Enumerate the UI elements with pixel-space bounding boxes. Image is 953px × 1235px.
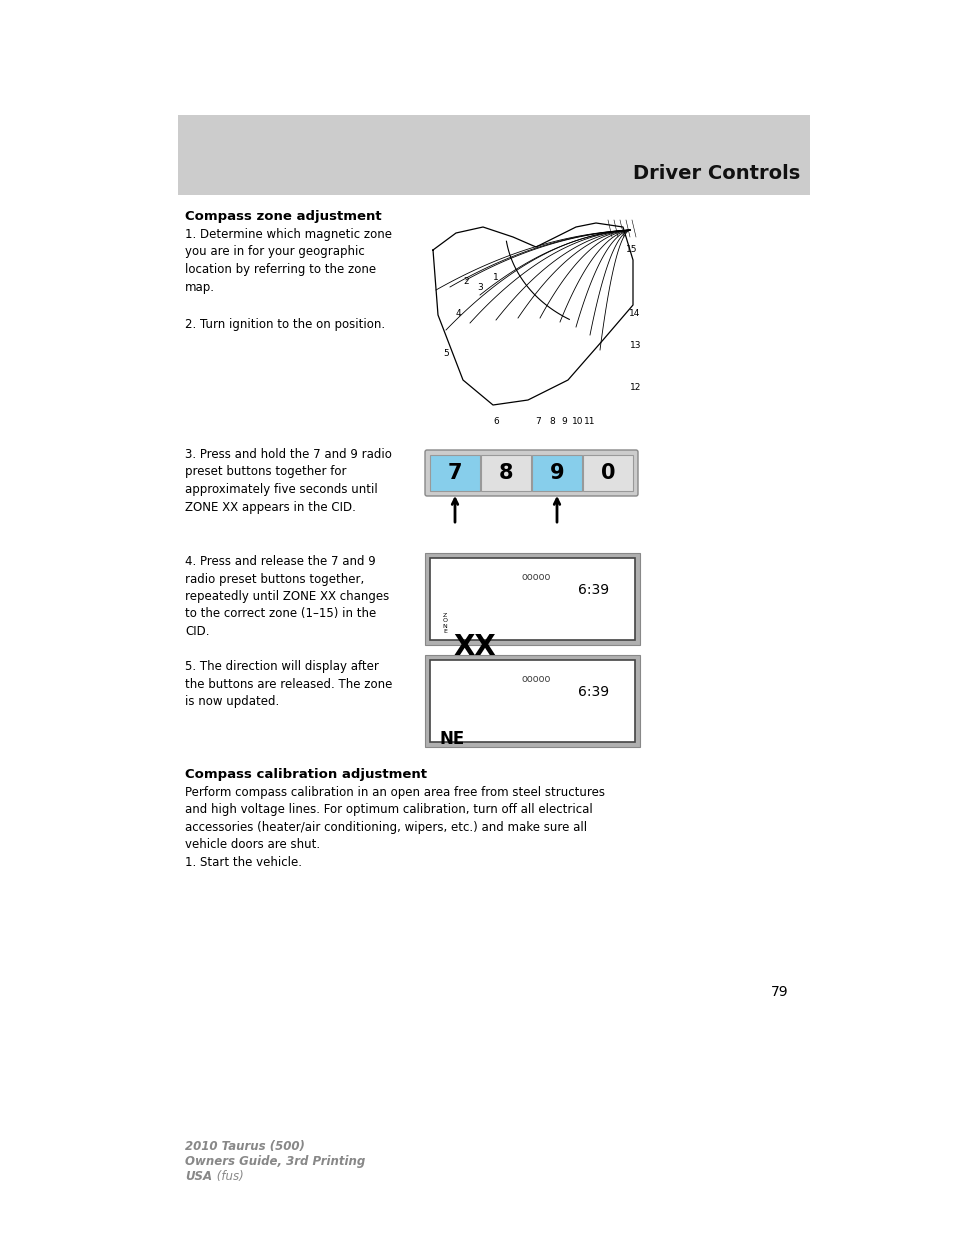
Text: 6:39: 6:39	[578, 583, 609, 597]
Text: 6:39: 6:39	[578, 685, 609, 699]
Text: 11: 11	[583, 417, 595, 426]
Text: 13: 13	[630, 341, 641, 350]
Text: NE: NE	[439, 730, 465, 748]
Text: 1: 1	[493, 273, 498, 282]
Text: 5. The direction will display after
the buttons are released. The zone
is now up: 5. The direction will display after the …	[185, 659, 392, 708]
Text: Perform compass calibration in an open area free from steel structures
and high : Perform compass calibration in an open a…	[185, 785, 604, 851]
Text: 1. Determine which magnetic zone
you are in for your geographic
location by refe: 1. Determine which magnetic zone you are…	[185, 228, 392, 294]
FancyBboxPatch shape	[582, 454, 633, 492]
Text: Z
O
N
E: Z O N E	[442, 613, 447, 635]
Text: 4: 4	[455, 309, 460, 317]
Text: 2. Turn ignition to the on position.: 2. Turn ignition to the on position.	[185, 317, 385, 331]
FancyBboxPatch shape	[532, 454, 581, 492]
FancyBboxPatch shape	[424, 450, 638, 496]
Text: ooooo: ooooo	[521, 674, 551, 684]
FancyBboxPatch shape	[480, 454, 531, 492]
Text: 10: 10	[572, 417, 583, 426]
Text: 6: 6	[493, 417, 498, 426]
Text: 7: 7	[535, 417, 540, 426]
Bar	[424, 553, 639, 645]
Text: 2010 Taurus (500): 2010 Taurus (500)	[185, 1140, 305, 1153]
Text: 9: 9	[560, 417, 566, 426]
Text: 8: 8	[549, 417, 555, 426]
Text: (fus): (fus)	[213, 1170, 244, 1183]
Text: 9: 9	[549, 463, 564, 483]
Bar	[424, 655, 639, 747]
Bar	[178, 115, 809, 195]
Text: 0: 0	[600, 463, 615, 483]
FancyBboxPatch shape	[430, 454, 479, 492]
Text: Owners Guide, 3rd Printing: Owners Guide, 3rd Printing	[185, 1155, 365, 1168]
Text: Compass zone adjustment: Compass zone adjustment	[185, 210, 381, 224]
Text: 12: 12	[630, 383, 641, 391]
Text: 2: 2	[463, 278, 468, 287]
Text: 3. Press and hold the 7 and 9 radio
preset buttons together for
approximately fi: 3. Press and hold the 7 and 9 radio pres…	[185, 448, 392, 514]
Text: 1. Start the vehicle.: 1. Start the vehicle.	[185, 856, 302, 869]
Text: Driver Controls: Driver Controls	[632, 164, 800, 183]
Text: 15: 15	[625, 246, 638, 254]
Text: 4. Press and release the 7 and 9
radio preset buttons together,
repeatedly until: 4. Press and release the 7 and 9 radio p…	[185, 555, 389, 638]
Text: 14: 14	[629, 309, 640, 317]
Text: 5: 5	[442, 348, 449, 357]
Text: 79: 79	[770, 986, 788, 999]
Text: ooooo: ooooo	[521, 572, 551, 582]
Bar	[430, 558, 635, 640]
Text: 7: 7	[447, 463, 462, 483]
Text: XX: XX	[453, 634, 496, 661]
Text: 8: 8	[498, 463, 513, 483]
Bar	[430, 659, 635, 742]
Bar	[428, 215, 638, 425]
Text: USA: USA	[185, 1170, 212, 1183]
Text: Compass calibration adjustment: Compass calibration adjustment	[185, 768, 427, 781]
Text: 3: 3	[476, 283, 482, 291]
